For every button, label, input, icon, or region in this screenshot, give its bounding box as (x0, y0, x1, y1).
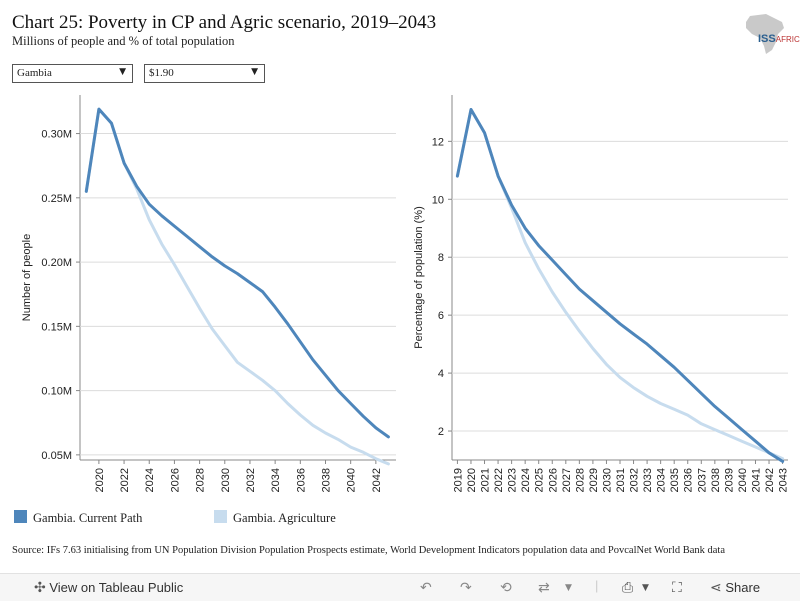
chart-title: Chart 25: Poverty in CP and Agric scenar… (12, 12, 437, 33)
x-tick-label: 2021 (480, 468, 492, 492)
x-tick-label: 2034 (656, 468, 668, 492)
toolbar-divider: | (595, 578, 599, 593)
source-note: Source: IFs 7.63 initialising from UN Po… (12, 545, 725, 556)
x-tick-label: 2030 (220, 468, 232, 492)
legend-label-current-path: Gambia. Current Path (33, 511, 143, 525)
download-icon[interactable]: ⎙ (622, 580, 634, 596)
legend-swatch-current-path (14, 510, 27, 523)
legend-item-agriculture[interactable]: Gambia. Agriculture (214, 510, 336, 526)
legend-label-agriculture: Gambia. Agriculture (233, 511, 336, 525)
series-line-current-path (84, 107, 390, 439)
legend-swatch-agriculture (214, 510, 227, 523)
y-axis-label: Percentage of population (%) (413, 206, 425, 348)
y-tick-label: 0.15M (41, 321, 72, 333)
x-tick-label: 2028 (574, 468, 586, 492)
tableau-toolbar: ✣ View on Tableau Public ↶ ↷ ⟲ ⇄ ▼ | ⎙ ▼… (0, 573, 800, 601)
y-tick-label: 8 (438, 252, 444, 264)
poverty-line-dropdown[interactable]: $1.90 ▼ (144, 64, 265, 83)
x-tick-label: 2036 (683, 468, 695, 492)
poverty-line-dropdown-value: $1.90 (149, 67, 174, 79)
x-tick-label: 2024 (144, 468, 156, 492)
x-tick-label: 2040 (737, 468, 749, 492)
x-tick-label: 2035 (669, 468, 681, 492)
x-tick-label: 2028 (195, 468, 207, 492)
country-dropdown-value: Gambia (17, 67, 52, 79)
x-tick-label: 2038 (320, 468, 332, 492)
x-tick-label: 2033 (642, 468, 654, 492)
refresh-icon[interactable]: ⇄ (538, 580, 550, 596)
x-tick-label: 2031 (615, 468, 627, 492)
share-icon: ⋖ (710, 580, 722, 596)
y-tick-label: 12 (432, 136, 444, 148)
country-dropdown[interactable]: Gambia ▼ (12, 64, 133, 83)
x-tick-label: 2037 (696, 468, 708, 492)
refresh-menu-chevron-icon[interactable]: ▼ (565, 583, 572, 593)
x-tick-label: 2020 (466, 468, 478, 492)
x-tick-label: 2042 (764, 468, 776, 492)
undo-icon[interactable]: ↶ (420, 580, 432, 596)
y-tick-label: 0.10M (41, 386, 72, 398)
x-tick-label: 2029 (588, 468, 600, 492)
series-line-agriculture (455, 108, 785, 461)
x-tick-label: 2026 (169, 468, 181, 492)
x-tick-label: 2032 (629, 468, 641, 492)
logo-main: ISS (758, 33, 776, 45)
x-tick-label: 2027 (561, 468, 573, 492)
share-button[interactable]: ⋖ Share (710, 580, 760, 596)
chart-subtitle: Millions of people and % of total popula… (12, 34, 235, 48)
legend-item-current-path[interactable]: Gambia. Current Path (14, 510, 142, 526)
view-on-tableau-label: View on Tableau Public (49, 580, 184, 595)
x-tick-label: 2026 (547, 468, 559, 492)
x-tick-label: 2034 (270, 468, 282, 492)
iss-africa-logo (746, 14, 784, 54)
series-line-current-path (455, 108, 785, 463)
tableau-icon: ✣ (34, 580, 46, 596)
revert-icon[interactable]: ⟲ (500, 580, 512, 596)
y-axis-label: Number of people (21, 234, 33, 321)
x-tick-label: 2038 (710, 468, 722, 492)
x-tick-label: 2019 (452, 468, 464, 492)
view-on-tableau-link[interactable]: ✣ View on Tableau Public (34, 580, 183, 596)
x-tick-label: 2039 (723, 468, 735, 492)
y-tick-label: 6 (438, 310, 444, 322)
chevron-down-icon: ▼ (251, 67, 258, 77)
x-tick-label: 2036 (295, 468, 307, 492)
x-tick-label: 2042 (371, 468, 383, 492)
y-tick-label: 0.05M (41, 450, 72, 462)
redo-icon[interactable]: ↷ (460, 580, 472, 596)
chevron-down-icon: ▼ (119, 67, 126, 77)
x-tick-label: 2032 (245, 468, 257, 492)
logo-text: ISSAFRICA (758, 33, 800, 45)
download-menu-chevron-icon[interactable]: ▼ (642, 583, 649, 593)
x-tick-label: 2020 (94, 468, 106, 492)
y-tick-label: 0.20M (41, 257, 72, 269)
x-tick-label: 2025 (534, 468, 546, 492)
x-tick-label: 2022 (119, 468, 131, 492)
y-tick-label: 0.30M (41, 129, 72, 141)
share-label: Share (725, 580, 761, 595)
x-tick-label: 2024 (520, 468, 532, 492)
x-tick-label: 2023 (507, 468, 519, 492)
x-tick-label: 2043 (778, 468, 790, 492)
series-line-agriculture (84, 107, 390, 466)
x-tick-label: 2040 (346, 468, 358, 492)
y-tick-label: 10 (432, 194, 444, 206)
y-tick-label: 4 (438, 368, 444, 380)
y-tick-label: 2 (438, 426, 444, 438)
y-tick-label: 0.25M (41, 193, 72, 205)
fullscreen-icon[interactable]: ⛶ (672, 580, 682, 596)
x-tick-label: 2030 (601, 468, 613, 492)
x-tick-label: 2041 (750, 468, 762, 492)
x-tick-label: 2022 (493, 468, 505, 492)
logo-suffix: AFRICA (775, 35, 800, 44)
